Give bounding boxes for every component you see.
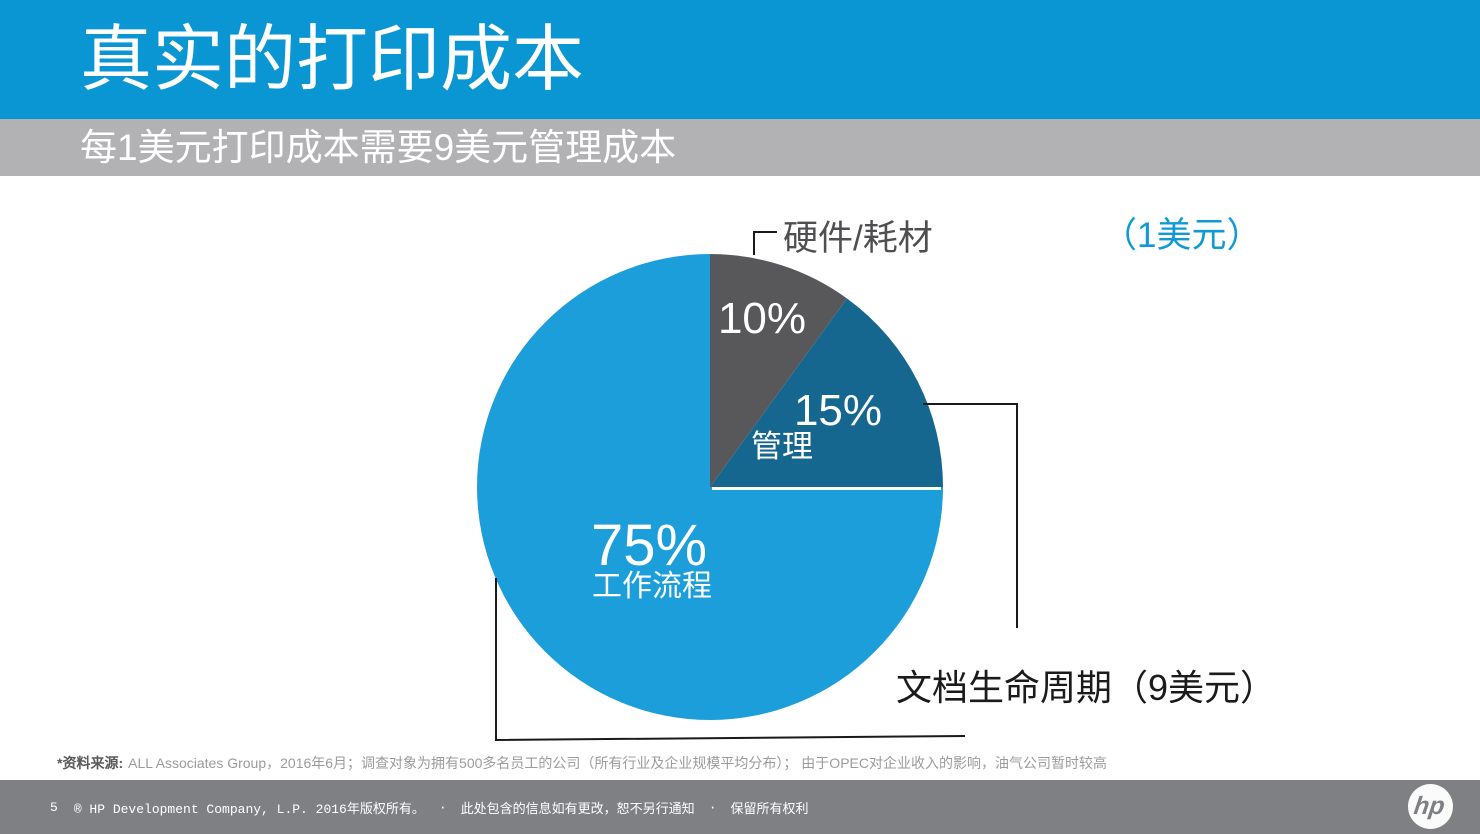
header-bar: 真实的打印成本 (0, 0, 1480, 119)
footer-bar: 5 ® HP Development Company, L.P. 2016年版权… (0, 780, 1480, 834)
subtitle-bar: 每1美元打印成本需要9美元管理成本 (0, 119, 1480, 176)
page-number: 5 (50, 799, 58, 815)
notice-text: 此处包含的信息如有更改，恕不另行通知 (460, 801, 695, 817)
one-dollar-annotation: （1美元） (1102, 216, 1262, 255)
pie-slice-workflow (477, 254, 943, 720)
pie-slice-hardware (710, 254, 847, 487)
separator-dot: · (438, 799, 447, 815)
slice-label-workflow-name: 工作流程 (592, 570, 712, 603)
footnote-text: ALL Associates Group，2016年6月；调查对象为拥有500多… (128, 755, 1107, 771)
hp-logo: hp (1408, 784, 1453, 829)
callout-line-right (923, 403, 1018, 628)
separator-dot: · (708, 799, 717, 815)
callout-line-bottom (495, 578, 966, 742)
footnote: *资料来源: ALL Associates Group，2016年6月；调查对象为… (57, 754, 1437, 772)
rights-text: 保留所有权利 (730, 801, 809, 817)
callout-line-hardware (753, 231, 777, 255)
slice-label-management-name: 管理 (751, 429, 813, 464)
pie-slice-management (710, 298, 943, 487)
hp-logo-text: hp (1411, 792, 1447, 820)
doc-lifecycle-annotation: 文档生命周期（9美元） (896, 667, 1277, 708)
slide-title: 真实的打印成本 (80, 19, 585, 100)
copyright-text: ® HP Development Company, L.P. 2016年版权所有… (73, 801, 425, 817)
footnote-prefix: *资料来源: (57, 755, 124, 771)
slice-label-hardware-pct: 10% (717, 294, 807, 343)
hardware-callout-label: 硬件/耗材 (783, 219, 933, 258)
slide-subtitle: 每1美元打印成本需要9美元管理成本 (80, 127, 677, 168)
slice-label-workflow-pct: 75% (590, 513, 708, 578)
slice-label-management-pct: 15% (793, 386, 883, 435)
